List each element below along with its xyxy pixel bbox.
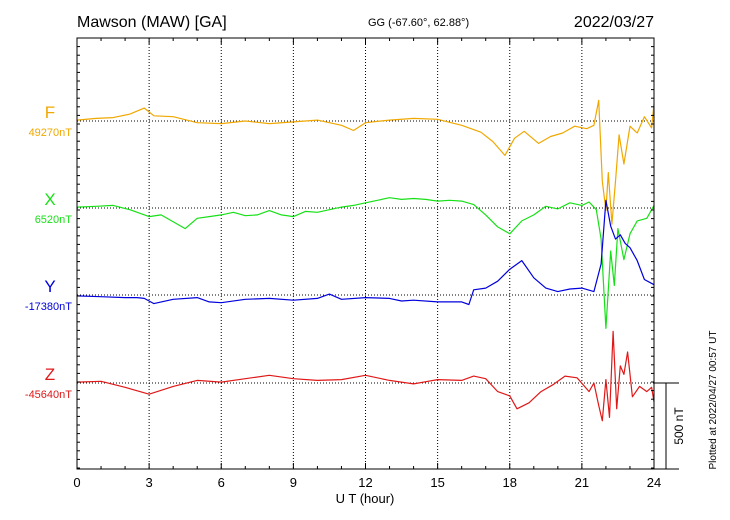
x-axis: 0 3 6 9 12 15 18 21 24 — [73, 475, 661, 490]
plot-frame — [76, 37, 655, 470]
geo-coordinates: GG (-67.60°, 62.88°) — [368, 17, 469, 29]
series-line-X — [76, 197, 655, 329]
x-tick-label-9: 9 — [290, 475, 297, 490]
x-tick-label-18: 18 — [503, 475, 517, 490]
x-axis-title: U T (hour) — [336, 491, 395, 506]
grid-lines — [77, 38, 654, 469]
series-name-F: F — [45, 103, 55, 122]
date-label: 2022/03/27 — [574, 14, 654, 31]
series-line-F — [76, 99, 655, 225]
series-line-Z — [76, 330, 655, 422]
station-title: Mawson (MAW) [GA] — [77, 14, 227, 31]
x-tick-label-21: 21 — [575, 475, 589, 490]
series-baseline-Z: -45640nT — [25, 389, 72, 401]
series-labels: F 49270nT X 6520nT Y -17380nT Z -45640nT — [25, 103, 72, 401]
x-tick-label-24: 24 — [647, 475, 661, 490]
x-tick-label-12: 12 — [358, 475, 372, 490]
series-line-Y — [76, 199, 655, 306]
series-lines — [76, 99, 655, 422]
x-tick-label-15: 15 — [430, 475, 444, 490]
x-tick-label-6: 6 — [218, 475, 225, 490]
series-name-X: X — [44, 190, 55, 209]
series-baseline-Y: -17380nT — [25, 301, 72, 313]
x-tick-label-0: 0 — [73, 475, 80, 490]
series-name-Z: Z — [45, 365, 55, 384]
scale-bar-label: 500 nT — [672, 407, 686, 445]
x-tick-label-3: 3 — [146, 475, 153, 490]
series-baseline-X: 6520nT — [35, 214, 73, 226]
series-name-Y: Y — [44, 277, 55, 296]
plotted-timestamp: Plotted at 2022/04/27 00:57 UT — [708, 331, 719, 470]
scale-bar: 500 nT — [653, 382, 686, 470]
series-baseline-F: 49270nT — [29, 127, 73, 139]
